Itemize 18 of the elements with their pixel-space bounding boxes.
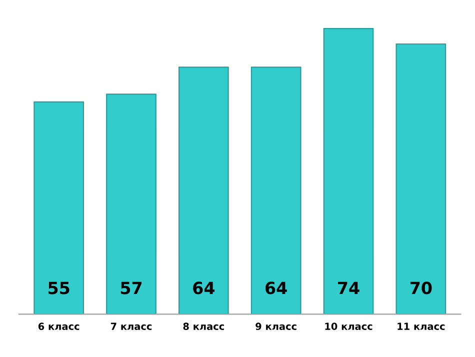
bar xyxy=(323,28,374,314)
x-tick-label: 10 класс xyxy=(325,322,372,330)
bar xyxy=(250,66,302,314)
data-label: 70 xyxy=(410,282,432,294)
data-label: 74 xyxy=(338,282,360,294)
bar xyxy=(106,94,156,314)
data-label: 55 xyxy=(48,282,70,294)
x-tick-label: 7 класс xyxy=(110,322,152,330)
bar xyxy=(178,66,229,314)
data-label: 64 xyxy=(193,282,214,294)
data-label: 64 xyxy=(266,282,287,294)
x-tick-label: 9 класс xyxy=(256,322,296,330)
x-tick-label: 8 класс xyxy=(183,322,224,330)
x-tick-label: 6 класс xyxy=(38,322,80,330)
bar xyxy=(34,101,84,314)
x-tick-label: 11 класс xyxy=(398,322,445,330)
bar xyxy=(396,43,446,314)
data-label: 57 xyxy=(120,282,142,294)
